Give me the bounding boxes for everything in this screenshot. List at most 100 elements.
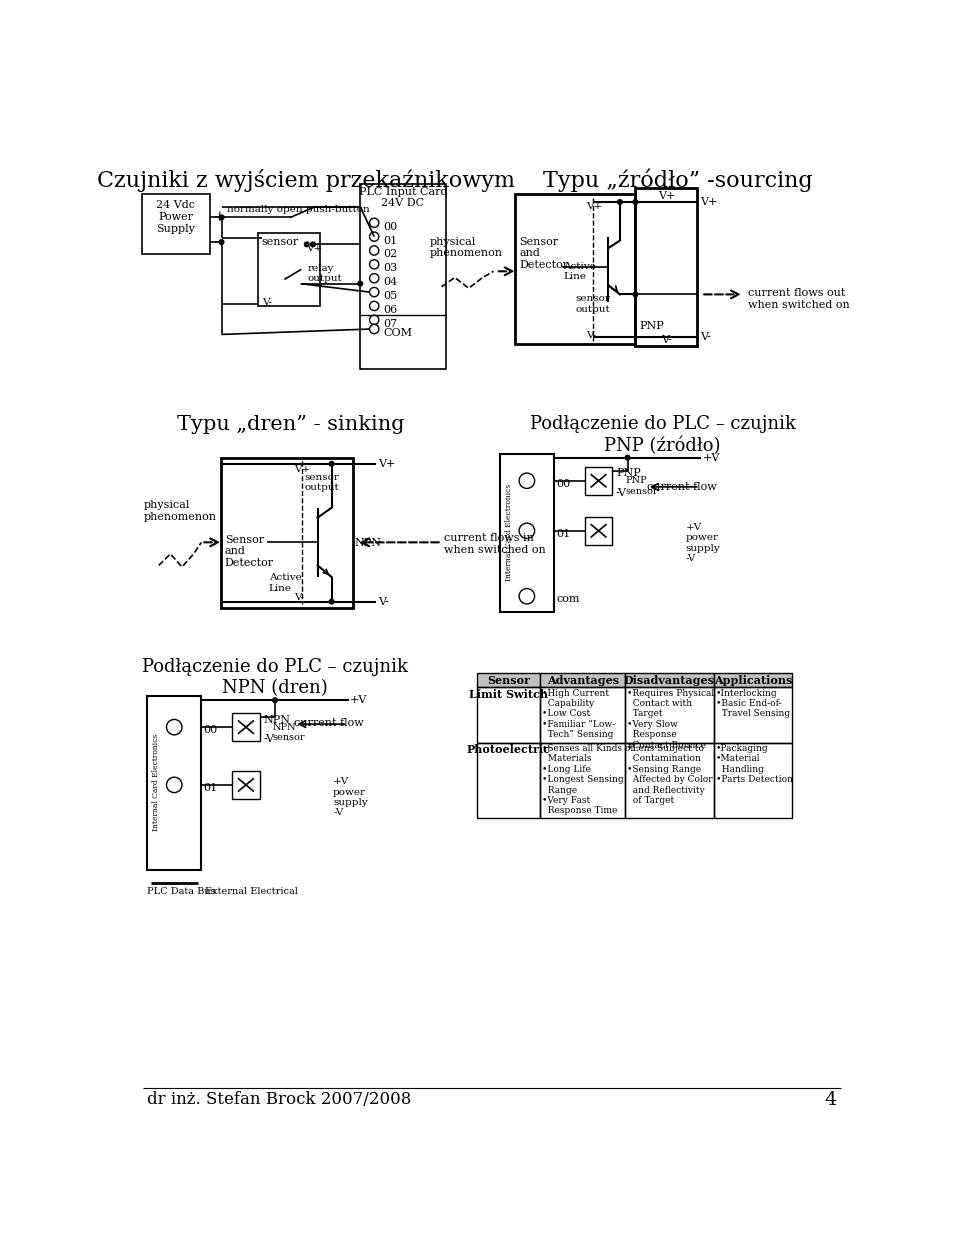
Text: Advantages: Advantages [546, 675, 619, 686]
Bar [585, 518, 612, 545]
Text: 02: 02 [383, 249, 397, 259]
Text: NPN: NPN [263, 715, 290, 725]
Text: V-: V- [700, 332, 710, 342]
Text: Internal Card Electronics: Internal Card Electronics [505, 484, 513, 581]
Text: 24 Vdc
Power
Supply: 24 Vdc Power Supply [156, 201, 195, 233]
Bar [476, 687, 540, 742]
Text: current flows out
when switched on: current flows out when switched on [748, 288, 850, 309]
Text: PNP: PNP [639, 322, 664, 332]
Text: sensor
output: sensor output [575, 294, 611, 314]
Circle shape [329, 461, 334, 466]
Text: -V: -V [616, 488, 627, 498]
Circle shape [311, 242, 315, 247]
Bar [714, 742, 792, 818]
Text: Czujniki z wyjściem przekaźnikowym: Czujniki z wyjściem przekaźnikowym [97, 168, 515, 192]
Bar [714, 673, 792, 687]
Text: PLC Data Bus: PLC Data Bus [147, 888, 216, 897]
Text: Sensor
and
Detector: Sensor and Detector [519, 237, 568, 269]
Text: +V: +V [350, 695, 368, 706]
Text: Typu „źródło” -sourcing: Typu „źródło” -sourcing [543, 168, 813, 192]
Text: V+: V+ [295, 465, 311, 474]
Text: •Packaging
•Material
  Handling
•Parts Detection: •Packaging •Material Handling •Parts Det… [716, 744, 793, 784]
Text: +V
power
supply
-V: +V power supply -V [685, 522, 721, 564]
Text: relay
output: relay output [307, 263, 343, 283]
Text: NPN
sensor: NPN sensor [273, 722, 305, 742]
Text: Sensor
and
Detector: Sensor and Detector [225, 535, 274, 567]
Text: 00: 00 [204, 726, 218, 736]
Text: Typu „dren” - sinking: Typu „dren” - sinking [177, 415, 404, 434]
Circle shape [370, 302, 379, 311]
Circle shape [519, 589, 535, 604]
Bar [625, 673, 714, 687]
Text: V-: V- [587, 330, 596, 339]
Bar [360, 185, 445, 369]
Circle shape [370, 218, 379, 227]
Text: Podłączenie do PLC – czujnik
PNP (źródło): Podłączenie do PLC – czujnik PNP (źródło… [530, 415, 796, 455]
Bar [232, 713, 259, 741]
Text: V-: V- [295, 594, 304, 602]
Text: 04: 04 [383, 277, 397, 287]
Bar [585, 466, 612, 495]
Text: V-: V- [661, 335, 672, 345]
Circle shape [370, 273, 379, 283]
Text: V+: V+ [378, 459, 396, 469]
Circle shape [370, 315, 379, 324]
Text: V+: V+ [306, 243, 323, 253]
Text: +: + [214, 211, 226, 224]
Text: dr inż. Stefan Brock 2007/2008: dr inż. Stefan Brock 2007/2008 [147, 1091, 412, 1107]
Text: 01: 01 [557, 529, 570, 539]
Bar [540, 673, 625, 687]
Text: current flow: current flow [295, 718, 364, 728]
Text: sensor: sensor [262, 237, 300, 247]
Text: Photoelectric: Photoelectric [467, 744, 550, 756]
Text: Internal Card Electronics: Internal Card Electronics [153, 734, 160, 832]
Text: physical
phenomenon: physical phenomenon [430, 237, 503, 258]
Text: V-: V- [262, 298, 272, 307]
Text: PNP: PNP [616, 469, 640, 479]
Circle shape [370, 259, 379, 269]
Circle shape [358, 282, 363, 286]
Text: •Requires Physical
  Contact with
  Target
•Very Slow
  Response
•Contact Bounce: •Requires Physical Contact with Target •… [627, 688, 714, 749]
Circle shape [519, 522, 535, 539]
Text: 03: 03 [383, 263, 397, 273]
Text: Sensor: Sensor [487, 675, 530, 686]
Text: +V
power
supply
-V: +V power supply -V [333, 777, 368, 817]
Bar [516, 195, 636, 344]
Text: V+: V+ [700, 197, 717, 207]
Text: Active
Line: Active Line [269, 574, 301, 592]
Circle shape [329, 600, 334, 604]
Text: Disadvantages: Disadvantages [624, 675, 715, 686]
Circle shape [304, 242, 309, 247]
Text: 01: 01 [383, 236, 397, 246]
Bar [625, 742, 714, 818]
Text: NPN: NPN [354, 539, 381, 549]
Bar [540, 742, 625, 818]
Circle shape [370, 232, 379, 241]
Text: 05: 05 [383, 291, 397, 301]
Text: +V: +V [703, 453, 720, 463]
Circle shape [219, 239, 224, 244]
Text: V+: V+ [658, 191, 675, 201]
Bar [714, 687, 792, 742]
Text: normally open push-button: normally open push-button [227, 205, 370, 214]
Circle shape [166, 777, 182, 793]
Text: Active
Line: Active Line [564, 262, 596, 282]
Text: COM: COM [383, 328, 413, 338]
Text: current flows in
when switched on: current flows in when switched on [444, 534, 545, 555]
Circle shape [519, 473, 535, 489]
Text: Limit Switch: Limit Switch [468, 688, 548, 700]
Text: External Electrical: External Electrical [205, 888, 299, 897]
Text: physical
phenomenon: physical phenomenon [143, 500, 216, 521]
Text: V-: V- [378, 596, 389, 606]
Text: 06: 06 [383, 304, 397, 314]
Bar [142, 195, 210, 254]
Circle shape [617, 200, 622, 205]
Bar [147, 696, 202, 869]
Bar [540, 687, 625, 742]
Text: •Lens Subject to
  Contamination
•Sensing Range
  Affected by Color
  and Reflec: •Lens Subject to Contamination •Sensing … [627, 744, 712, 806]
Text: V+: V+ [587, 202, 603, 211]
Text: com: com [557, 595, 580, 605]
Text: 00: 00 [383, 222, 397, 232]
Circle shape [219, 214, 224, 219]
Bar [221, 458, 352, 607]
